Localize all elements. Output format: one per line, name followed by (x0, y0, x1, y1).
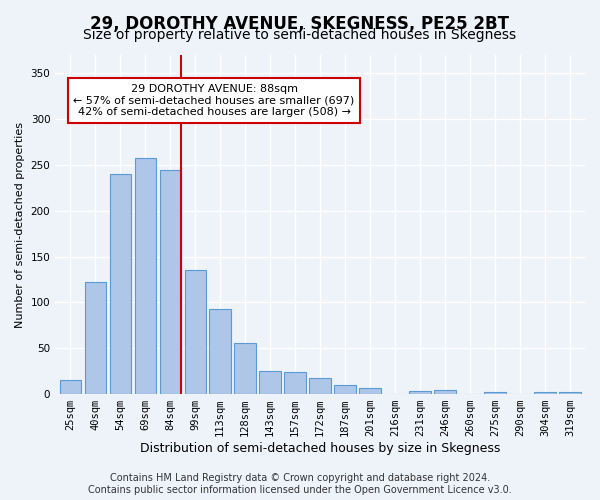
Bar (334, 385, 356, 394)
Text: Size of property relative to semi-detached houses in Skegness: Size of property relative to semi-detach… (83, 28, 517, 42)
Bar (110, 174, 131, 394)
Bar (209, 309, 231, 394)
Bar (259, 371, 281, 394)
Text: Contains HM Land Registry data © Crown copyright and database right 2024.
Contai: Contains HM Land Registry data © Crown c… (88, 474, 512, 495)
Bar (235, 343, 256, 394)
Text: 29 DOROTHY AVENUE: 88sqm
← 57% of semi-detached houses are smaller (697)
42% of : 29 DOROTHY AVENUE: 88sqm ← 57% of semi-d… (73, 84, 355, 117)
Y-axis label: Number of semi-detached properties: Number of semi-detached properties (15, 122, 25, 328)
Text: 29, DOROTHY AVENUE, SKEGNESS, PE25 2BT: 29, DOROTHY AVENUE, SKEGNESS, PE25 2BT (91, 15, 509, 33)
Bar (559, 392, 581, 394)
Bar (359, 388, 380, 394)
Bar (284, 372, 306, 394)
Bar (434, 390, 455, 394)
Bar (59, 380, 81, 394)
Bar (85, 282, 106, 394)
Bar (310, 378, 331, 394)
X-axis label: Distribution of semi-detached houses by size in Skegness: Distribution of semi-detached houses by … (140, 442, 500, 455)
Bar (409, 392, 431, 394)
Bar (484, 392, 506, 394)
Bar (160, 170, 181, 394)
Bar (535, 392, 556, 394)
Bar (134, 158, 156, 394)
Bar (185, 270, 206, 394)
